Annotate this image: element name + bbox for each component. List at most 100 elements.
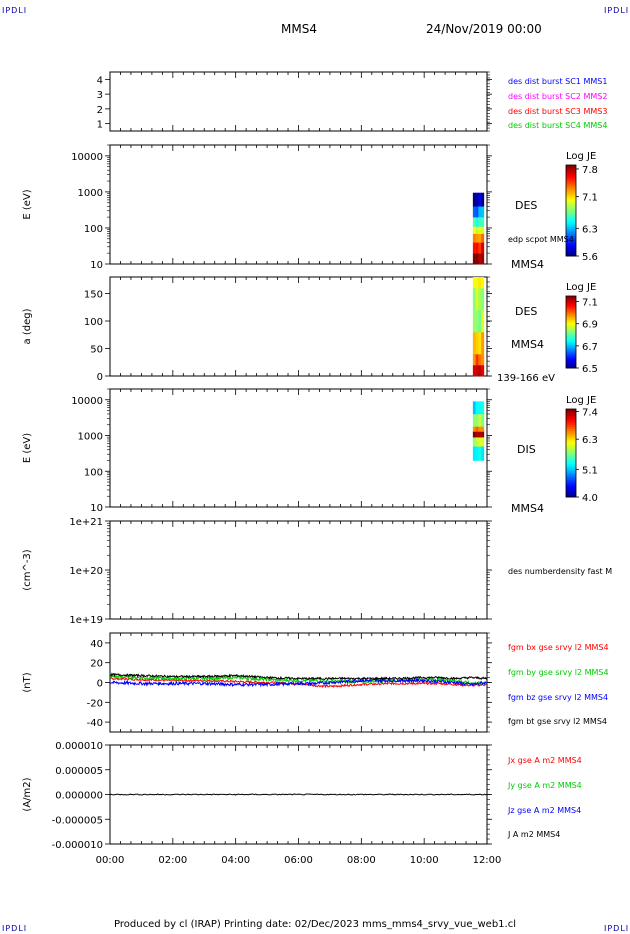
colorbar-segment-des-energy	[566, 201, 576, 205]
y-tick-label-density: 1e+20	[69, 566, 103, 577]
x-tick-label: 04:00	[221, 855, 250, 866]
colorbar-tick-label-dis-energy: 6.3	[582, 435, 598, 446]
corner-label-bottom-left: IPDLI	[2, 924, 28, 933]
spectrogram-cell-des-energy	[475, 206, 479, 218]
spectrogram-cell-des-pitch-angle	[481, 288, 485, 311]
legend-entry-current-density: Jz gse A m2 MMS4	[507, 806, 581, 815]
colorbar-segment-dis-energy	[566, 470, 576, 474]
spectrogram-cell-des-energy	[481, 242, 485, 254]
colorbar-segment-dis-energy	[566, 435, 576, 438]
y-tick-label-burst-flags: 3	[97, 90, 103, 101]
y-tick-label-burst-flags: 1	[97, 120, 103, 131]
spectrogram-cell-des-pitch-angle	[472, 332, 476, 355]
colorbar-segment-des-energy	[566, 224, 576, 227]
colorbar-segment-des-energy	[566, 205, 576, 209]
colorbar-segment-dis-energy	[566, 424, 576, 427]
spectrogram-cell-dis-energy	[478, 426, 482, 432]
y-tick-label-dis-energy: 1000	[78, 432, 103, 443]
y-tick-label-des-pitch-angle: 50	[90, 345, 103, 356]
colorbar-segment-des-pitch-angle	[566, 319, 576, 322]
y-tick-label-magnetic-field: -20	[87, 698, 103, 709]
colorbar-segment-des-energy	[566, 242, 576, 246]
spectrogram-cell-des-energy	[478, 226, 482, 234]
spectrogram-cell-dis-energy	[478, 437, 482, 447]
colorbar-segment-des-energy	[566, 192, 576, 195]
spectrogram-cell-des-energy	[481, 253, 485, 265]
spectrogram-cell-des-energy	[472, 217, 476, 227]
side-label-des-pitch-angle: DES	[515, 305, 537, 318]
colorbar-frame-des-energy	[565, 164, 577, 257]
spectrogram-cell-dis-energy	[481, 446, 485, 461]
colorbar-segment-dis-energy	[566, 433, 576, 436]
spectrogram-cell-des-pitch-angle	[472, 277, 476, 289]
y-tick-label-magnetic-field: 40	[90, 639, 103, 650]
spectrogram-cell-des-energy	[475, 226, 479, 234]
colorbar-segment-des-energy	[566, 210, 576, 214]
y-axis-label-current-density: (A/m2)	[22, 777, 33, 811]
spectrogram-cell-des-energy	[478, 192, 482, 207]
spacecraft-title: MMS4	[281, 22, 317, 36]
colorbar-segment-dis-energy	[566, 479, 576, 482]
spectrogram-cell-dis-energy	[475, 413, 479, 427]
colorbar-segment-dis-energy	[566, 494, 576, 498]
colorbar-segment-des-pitch-angle	[566, 328, 576, 331]
colorbar-segment-des-energy	[566, 221, 576, 225]
colorbar-segment-des-pitch-angle	[566, 337, 576, 340]
colorbar-title-dis-energy: Log JE	[566, 395, 596, 406]
colorbar-segment-dis-energy	[566, 437, 576, 441]
colorbar-segment-dis-energy	[566, 459, 576, 463]
colorbar-segment-des-energy	[566, 174, 576, 177]
y-tick-label-burst-flags: 4	[97, 75, 103, 86]
spectrogram-cell-des-energy	[472, 226, 476, 234]
colorbar-tick-label-des-energy: 7.8	[582, 165, 598, 176]
colorbar-segment-dis-energy	[566, 417, 576, 421]
colorbar-segment-des-energy	[566, 171, 576, 175]
spectrogram-cell-des-energy	[481, 226, 485, 234]
side-label-dis-energy: DIS	[517, 443, 536, 456]
colorbar-segment-des-energy	[566, 249, 576, 252]
spectrogram-cell-dis-energy	[475, 431, 479, 438]
side-label-dis-energy: MMS4	[511, 502, 544, 515]
colorbar-segment-des-pitch-angle	[566, 308, 576, 311]
colorbar-segment-des-pitch-angle	[566, 326, 576, 329]
colorbar-segment-des-pitch-angle	[566, 360, 576, 363]
spectrogram-cell-des-energy	[478, 242, 482, 254]
colorbar-tick-label-des-energy: 7.1	[582, 193, 598, 204]
colorbar-segment-des-pitch-angle	[566, 303, 576, 306]
date-title: 24/Nov/2019 00:00	[426, 22, 542, 36]
spectrogram-cell-des-pitch-angle	[475, 354, 479, 366]
spectrogram-cell-des-pitch-angle	[475, 310, 479, 333]
series-line-fgm-bz-gse-srvy-l2-MMS4	[109, 677, 488, 688]
y-tick-label-des-energy: 10	[90, 260, 103, 271]
colorbar-segment-des-energy	[566, 228, 576, 232]
legend-entry-magnetic-field: fgm bt gse srvy l2 MMS4	[508, 717, 607, 726]
colorbar-title-des-pitch-angle: Log JE	[566, 282, 596, 293]
legend-entry-magnetic-field: fgm by gse srvy l2 MMS4	[508, 668, 609, 677]
y-tick-label-dis-energy: 100	[84, 467, 103, 478]
colorbar-segment-des-pitch-angle	[566, 321, 576, 324]
legend-entry-burst-flags: des dist burst SC1 MMS1	[508, 77, 607, 86]
spectrogram-cell-des-energy	[475, 192, 479, 207]
colorbar-segment-des-energy	[566, 215, 576, 218]
spectrogram-cell-des-pitch-angle	[478, 288, 482, 311]
legend-entry-burst-flags: des dist burst SC4 MMS4	[508, 121, 607, 130]
legend-entry-current-density: Jy gse A m2 MMS4	[507, 781, 582, 790]
colorbar-segment-des-energy	[566, 165, 576, 168]
spectrogram-cell-des-pitch-angle	[475, 365, 479, 377]
spectrogram-cell-dis-energy	[481, 413, 485, 427]
colorbar-segment-dis-energy	[566, 488, 576, 491]
corner-label-bottom-right: IPDLI	[604, 924, 630, 933]
y-axis-label-density: (cm^-3)	[22, 549, 33, 590]
colorbar-segment-des-pitch-angle	[566, 350, 576, 353]
colorbar-segment-des-energy	[566, 208, 576, 211]
y-tick-label-dis-energy: 10	[90, 503, 103, 514]
colorbar-segment-des-energy	[566, 251, 576, 255]
colorbar-segment-des-pitch-angle	[566, 344, 576, 347]
colorbar-segment-des-energy	[566, 194, 576, 198]
colorbar-tick-label-des-pitch-angle: 6.7	[582, 342, 598, 353]
y-tick-label-des-pitch-angle: 0	[97, 372, 103, 383]
y-tick-label-dis-energy: 10000	[71, 396, 103, 407]
colorbar-segment-des-energy	[566, 190, 576, 193]
colorbar-segment-dis-energy	[566, 461, 576, 465]
